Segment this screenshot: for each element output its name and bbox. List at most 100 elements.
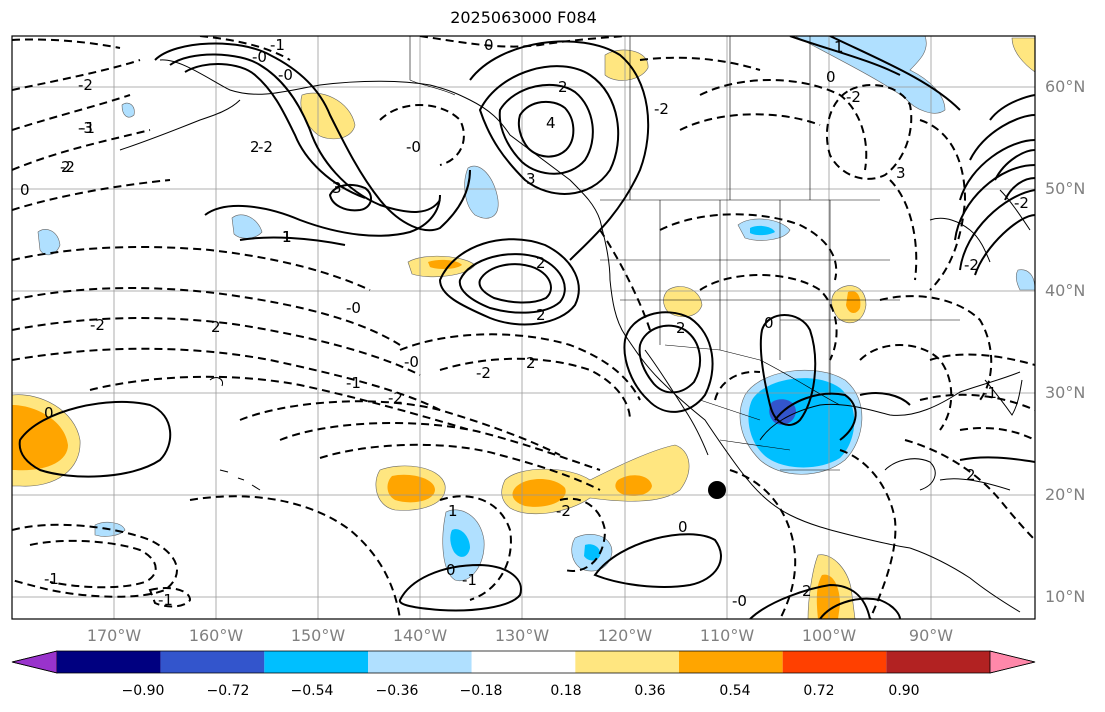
contour-label: 0	[826, 68, 836, 86]
shade-blue-right	[1015, 269, 1035, 291]
border-states-2	[600, 259, 960, 321]
shade-orange-118w-core	[615, 475, 652, 496]
longitude-label: 100°W	[801, 626, 857, 645]
shade-blue-135w-core	[450, 529, 470, 557]
contour-dashed-15	[599, 229, 651, 331]
contour-dashed-30	[919, 393, 1035, 411]
contour-label: -0	[252, 48, 267, 66]
contour-label: -2	[258, 138, 273, 156]
contour-solid-7	[498, 83, 594, 175]
coast-gulf	[759, 371, 1021, 441]
colorbar-tick-label: 0.72	[803, 683, 835, 699]
contour-labels: 0 2 1 0 -2 -1 -0 3 2 1 -0 -2 -1 2 4 3 -2…	[20, 36, 1029, 610]
contour-solid-4	[204, 194, 441, 237]
contour-dashed-41	[199, 36, 291, 61]
contour-solid-26	[239, 236, 346, 246]
coast-great-lakes	[929, 217, 991, 263]
shade-blue-170w	[121, 102, 135, 118]
contour-dashed-20	[189, 495, 401, 619]
grid-lines	[12, 36, 1035, 619]
contour-solid-2	[169, 53, 441, 213]
contour-label: 2	[536, 254, 546, 272]
contour-dashed-38	[639, 56, 761, 71]
longitude-label: 120°W	[597, 626, 653, 645]
contour-dashed-1	[12, 59, 141, 91]
contour-label: -2	[654, 100, 669, 118]
contour-dashed-40	[12, 38, 121, 49]
contour-solid-18	[398, 563, 522, 612]
colorbar-segment	[575, 651, 679, 673]
contour-label: -1	[158, 591, 173, 609]
contour-label: -3	[78, 119, 93, 137]
contour-solid-21	[819, 597, 901, 619]
contour-label: -0	[278, 66, 293, 84]
contour-label: 0	[764, 314, 774, 332]
contour-label: 2	[526, 354, 536, 372]
contour-label: 2	[966, 466, 976, 484]
colorbar-outline	[11, 650, 1036, 674]
contour-dashed-10	[239, 400, 561, 456]
contour-dashed-25	[714, 344, 953, 431]
contour-label: 0	[446, 561, 456, 579]
border-alaska-canada	[409, 36, 456, 96]
contour-solid-11	[458, 253, 566, 314]
coast-central-am	[909, 547, 1021, 613]
coast-hudson-east	[999, 189, 1031, 231]
colorbar-segment	[57, 651, 161, 673]
contour-label: -2	[846, 88, 861, 106]
contour-dashed-35	[919, 119, 967, 291]
colorbar-tick-label: −0.36	[375, 683, 419, 699]
contour-dashed-28	[839, 449, 897, 619]
contour-dashed-4	[12, 179, 171, 211]
contour-label: 2	[558, 78, 568, 96]
colorbar-segment	[886, 651, 990, 673]
colorbar-tick-label: 0.54	[719, 683, 751, 699]
contour-dashed-11	[279, 422, 601, 471]
contour-label: -1	[44, 570, 59, 588]
contour-dashed-31	[959, 427, 1035, 441]
border-us-mexico	[664, 344, 841, 406]
contour-solid-10	[438, 238, 580, 326]
contour-label: 0	[484, 36, 494, 54]
colorbar-segment	[368, 651, 472, 673]
contour-solid-19	[593, 533, 722, 588]
contour-label: -2	[60, 158, 75, 176]
contour-dashed-17	[12, 523, 178, 598]
coast-cuba	[939, 478, 1011, 491]
contour-label: -1	[462, 571, 477, 589]
colorbar-segment	[679, 651, 783, 673]
contour-dashed-37	[419, 36, 626, 48]
longitude-label: 140°W	[392, 626, 448, 645]
coast-westcoast	[599, 219, 911, 549]
shade-yellow-right-top	[1011, 37, 1035, 73]
contour-solid-16	[774, 392, 857, 441]
contour-dashed-16	[379, 104, 465, 166]
contour-label: 1	[282, 228, 292, 246]
contour-dashed-5	[12, 246, 371, 291]
contour-label: -2	[78, 76, 93, 94]
contour-label: -2	[388, 389, 403, 407]
contour-solid-6	[478, 65, 620, 195]
colorbar-tick-label: 0.18	[550, 683, 582, 699]
colorbar-tick-label: −0.72	[206, 683, 250, 699]
contour-label: 2	[211, 318, 221, 336]
shade-blue-175w	[37, 229, 61, 256]
contour-solid-13	[623, 311, 714, 413]
longitude-label: 150°W	[290, 626, 346, 645]
contour-solid-8	[517, 100, 575, 158]
shade-orange-125w-core	[512, 479, 566, 507]
colorbar-tick-label: −0.90	[121, 683, 165, 699]
shade-yellow-125w	[604, 49, 649, 81]
contour-label: 2	[250, 138, 260, 156]
shade-blue-north	[794, 36, 946, 114]
contours-dashed	[12, 36, 1035, 619]
contour-dashed-7	[12, 317, 421, 376]
contour-dashed-27	[729, 469, 797, 619]
contour-dashed-6	[12, 287, 401, 346]
contour-label: -0	[732, 592, 747, 610]
contour-dashed-8	[12, 347, 441, 411]
shaded-regions	[12, 36, 1035, 619]
shade-blue-105w-core	[750, 225, 775, 236]
contour-dashed-32	[825, 84, 913, 180]
contour-solid-17	[18, 400, 172, 478]
